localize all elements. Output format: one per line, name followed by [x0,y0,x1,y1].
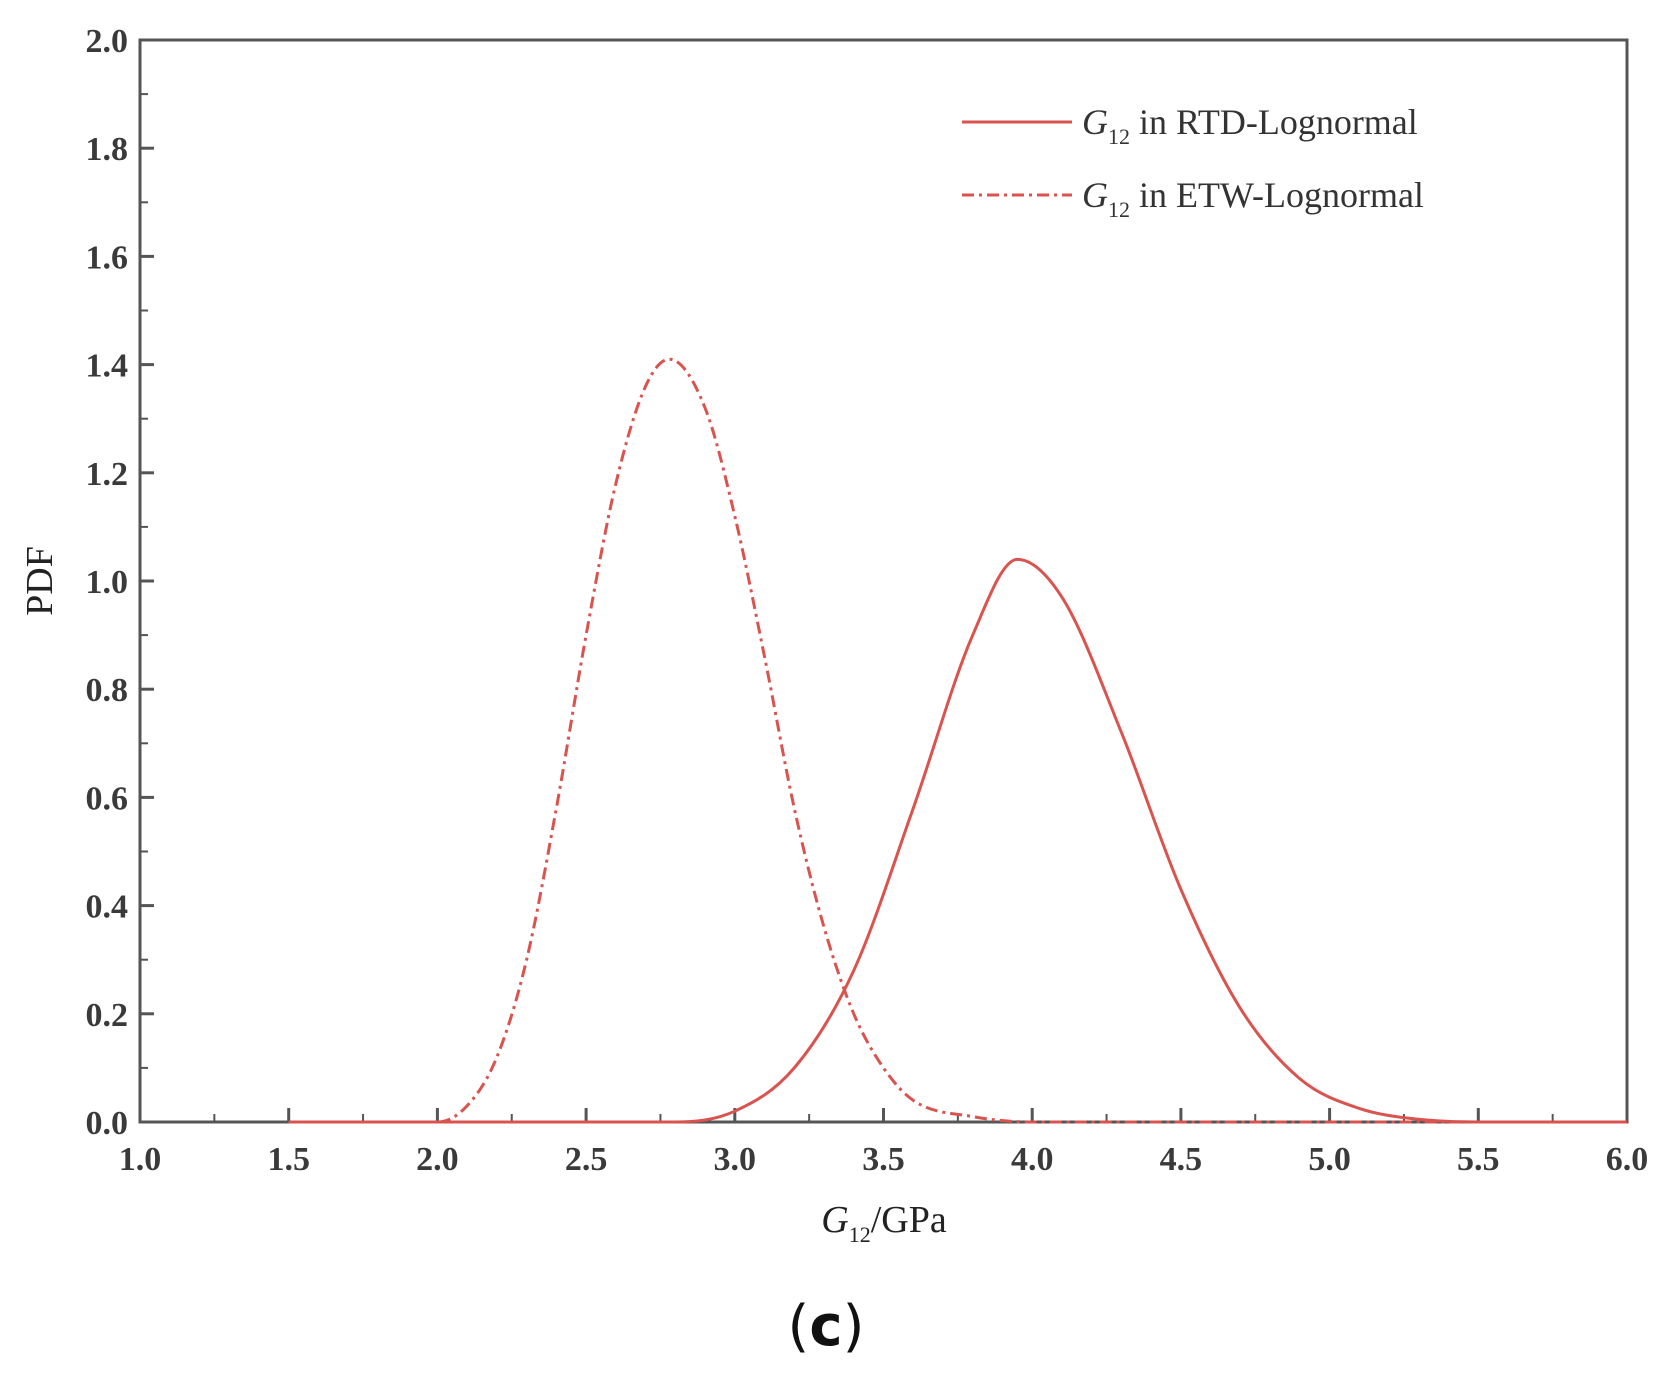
series-line-etw-lognormal [288,357,1627,1124]
y-tick-label: 0.4 [86,889,129,926]
x-tick-label: 3.0 [714,1141,757,1178]
y-tick-label: 1.6 [86,239,129,276]
legend-label-rtd: G12 in RTD-Lognormal [1082,102,1418,149]
y-tick-label: 0.6 [86,780,129,817]
y-tick-label: 2.0 [86,23,129,60]
x-tick-label: 4.5 [1160,1141,1203,1178]
legend: G12 in RTD-Lognormal G12 in ETW-Lognorma… [962,102,1424,222]
x-axis-title-subscript: 12 [849,1222,871,1247]
series-line-rtd-lognormal [288,557,1627,1124]
x-tick-label: 2.5 [565,1141,608,1178]
x-tick-label: 5.5 [1457,1141,1500,1178]
x-tick-label: 2.0 [416,1141,459,1178]
x-axis-title-unit: /GPa [871,1199,947,1241]
x-axis-title-symbol: G [821,1199,848,1241]
y-axis-ticks: 0.0 0.2 0.4 0.6 0.8 1.0 1.2 1.4 1.6 1.8 2.0 [86,23,154,1142]
x-tick-label: 4.0 [1011,1141,1054,1178]
y-tick-label: 1.0 [86,564,129,601]
x-tick-label: 5.0 [1308,1141,1351,1178]
series-layer [288,357,1627,1124]
x-tick-label: 3.5 [862,1141,905,1178]
y-tick-label: 1.4 [86,348,129,385]
x-tick-label: 1.5 [267,1141,310,1178]
x-axis-ticks: 1.0 1.5 2.0 2.5 3.0 3.5 4.0 4.5 5.0 5.5 6.0 [119,1108,1649,1178]
legend-label-etw: G12 in ETW-Lognormal [1082,175,1424,222]
y-tick-label: 1.2 [86,456,129,493]
y-tick-label: 0.0 [86,1105,129,1142]
y-tick-label: 0.2 [86,997,129,1034]
y-axis-title: PDF [19,546,61,616]
x-tick-label: 1.0 [119,1141,162,1178]
panel-label: (c) [788,1294,865,1359]
x-tick-label: 6.0 [1606,1141,1649,1178]
y-tick-label: 0.8 [86,672,129,709]
x-axis-title: G12/GPa [821,1199,947,1247]
y-tick-label: 1.8 [86,131,129,168]
